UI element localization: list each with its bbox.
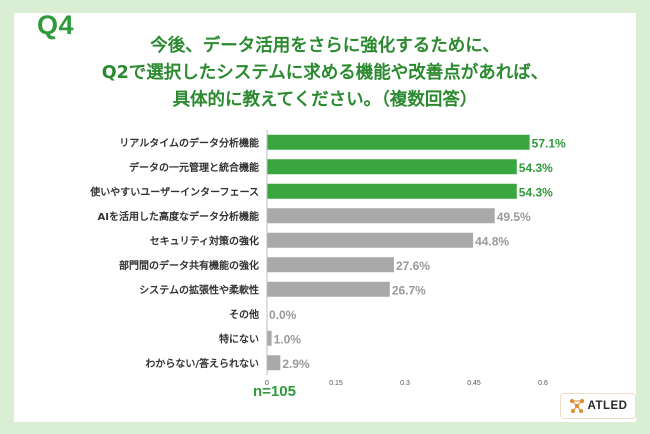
value-label: 26.7% — [392, 283, 426, 297]
title-line-2: Q2で選択したシステムに求める機能や改善点があれば、 — [101, 63, 549, 83]
category-label: 使いやすいユーザーインターフェース — [89, 185, 259, 198]
value-label: 54.3% — [519, 161, 553, 175]
category-label: AIを活用した高度なデータ分析機能 — [98, 210, 259, 223]
logo-text: ATLED — [587, 400, 628, 412]
category-label: データの一元管理と統合機能 — [129, 161, 259, 174]
category-label: その他 — [229, 308, 259, 321]
category-label: リアルタイムのデータ分析機能 — [119, 136, 259, 149]
title-line-3: 具体的に教えてください。（複数回答） — [172, 90, 478, 110]
bar — [267, 330, 272, 346]
network-dots-icon — [569, 399, 584, 413]
category-label: システムの拡張性や柔軟性 — [139, 283, 259, 296]
x-tick-label: 0 — [265, 380, 269, 387]
category-label: セキュリティ対策の強化 — [150, 234, 259, 247]
bar — [267, 281, 390, 297]
value-label: 44.8% — [475, 234, 509, 248]
sample-size-label: n=105 — [253, 383, 296, 400]
bar — [267, 232, 474, 248]
atled-logo: ATLED — [560, 393, 636, 419]
category-label: わからない/答えられない — [145, 357, 259, 370]
x-tick-label: 0.6 — [538, 380, 548, 387]
value-label: 1.0% — [274, 332, 302, 346]
value-label: 27.6% — [396, 259, 430, 273]
title-line-1: 今後、データ活用をさらに強化するために、 — [150, 36, 500, 56]
question-label: Q4 — [37, 10, 75, 40]
bar — [267, 208, 495, 224]
category-label: 部門間のデータ共有機能の強化 — [119, 259, 259, 272]
value-label: 0.0% — [269, 308, 297, 322]
bar — [267, 355, 281, 371]
bar — [267, 159, 517, 175]
value-label: 2.9% — [282, 357, 310, 371]
bar — [267, 183, 517, 199]
bar — [267, 134, 530, 150]
x-tick-label: 0.15 — [329, 380, 343, 387]
chart-title: 今後、データ活用をさらに強化するために、 Q2で選択したシステムに求める機能や改… — [40, 33, 610, 114]
value-label: 54.3% — [519, 185, 553, 199]
category-label: 特にない — [219, 332, 259, 345]
x-tick-label: 0.3 — [400, 380, 410, 387]
value-label: 49.5% — [497, 210, 531, 224]
bar — [267, 257, 394, 273]
x-tick-label: 0.45 — [467, 380, 481, 387]
value-label: 57.1% — [532, 136, 566, 150]
